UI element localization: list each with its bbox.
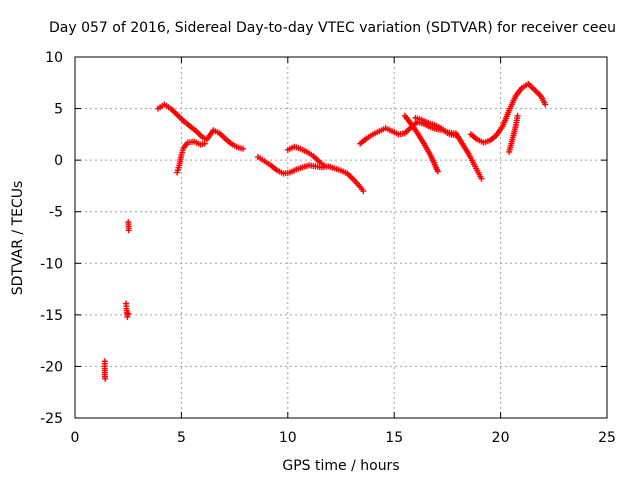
- x-tick-label: 5: [177, 430, 186, 446]
- y-tick-label: 10: [45, 50, 63, 66]
- data-point: [514, 112, 521, 119]
- data-point: [125, 310, 132, 317]
- y-axis-label: SDTVAR / TECUs: [10, 180, 26, 296]
- gridlines: [75, 57, 607, 418]
- x-tick-label: 0: [71, 430, 80, 446]
- x-tick-label: 15: [385, 430, 403, 446]
- data-point: [542, 101, 549, 108]
- data-point: [125, 227, 132, 234]
- data-points: [101, 80, 549, 382]
- x-axis-label: GPS time / hours: [282, 458, 400, 474]
- y-tick-label: -25: [40, 411, 63, 427]
- x-tick-label: 25: [598, 430, 616, 446]
- y-tick-label: -5: [49, 205, 63, 221]
- data-point: [124, 313, 131, 320]
- y-tick-label: 0: [54, 153, 63, 169]
- axis-ticks: 10 5 0 -5 -10 -15 -20 -25 0 5 10 15 20 25: [40, 50, 616, 446]
- y-tick-label: 5: [54, 102, 63, 118]
- plot-frame: [74, 56, 608, 419]
- data-point: [434, 168, 441, 175]
- data-point: [360, 188, 367, 195]
- x-tick-label: 20: [492, 430, 510, 446]
- chart-title: Day 057 of 2016, Sidereal Day-to-day VTE…: [49, 20, 617, 36]
- y-tick-label: -15: [40, 308, 63, 324]
- data-point: [478, 175, 485, 182]
- data-point: [320, 162, 327, 169]
- data-point: [240, 145, 247, 152]
- y-tick-label: -10: [40, 256, 63, 272]
- y-tick-label: -20: [40, 359, 63, 375]
- data-point: [201, 140, 208, 147]
- data-point: [102, 375, 109, 382]
- x-tick-label: 10: [279, 430, 297, 446]
